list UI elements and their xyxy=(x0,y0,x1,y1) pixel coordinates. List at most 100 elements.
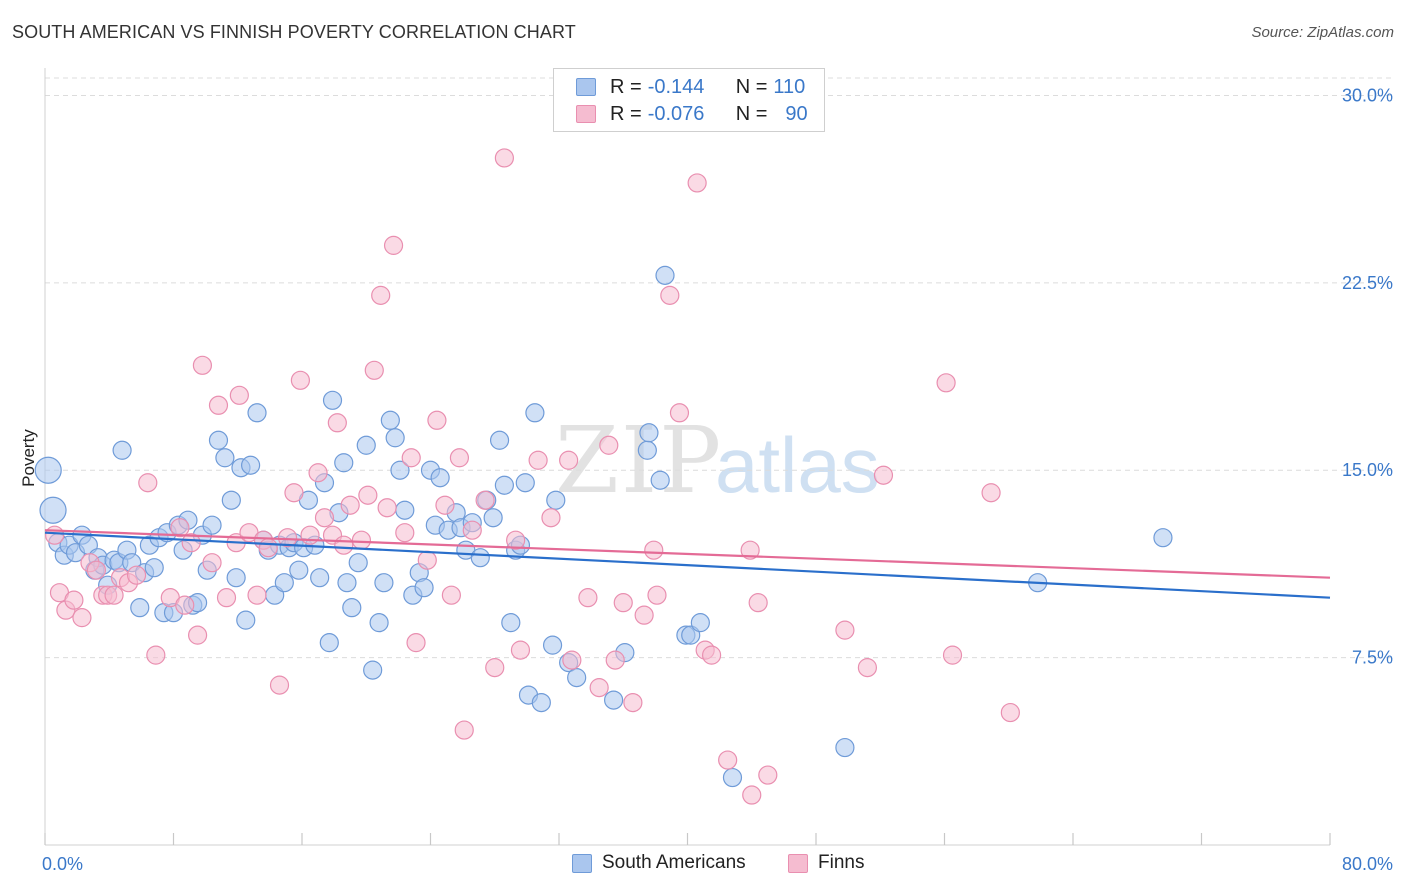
pink-data-point xyxy=(740,540,760,560)
pink-data-point xyxy=(104,585,124,605)
x-tick-label-max: 80.0% xyxy=(1342,854,1393,874)
pink-data-point xyxy=(383,235,404,255)
pink-data-point xyxy=(351,530,372,550)
pink-data-point xyxy=(669,403,690,423)
pink-data-point xyxy=(170,518,190,538)
pink-data-point xyxy=(441,585,461,605)
grid-lines xyxy=(45,77,1393,659)
pink-data-point xyxy=(371,285,391,305)
pink-data-point xyxy=(202,553,222,573)
blue-data-point xyxy=(247,403,267,423)
blue-data-point xyxy=(655,265,675,285)
legend-item-label: Finns xyxy=(818,852,865,873)
blue-data-point xyxy=(39,496,67,524)
pink-data-point xyxy=(857,658,878,678)
pink-data-point xyxy=(873,465,894,485)
y-tick-labels: 7.5% 15.0% 22.5% 30.0% xyxy=(1342,85,1393,667)
pink-data-point xyxy=(175,595,195,615)
pink-data-point xyxy=(300,525,320,545)
pink-data-point xyxy=(284,483,304,503)
pink-data-point xyxy=(462,520,482,540)
blue-data-point xyxy=(385,428,405,448)
pink-data-point xyxy=(701,645,722,665)
blue-data-point xyxy=(489,430,510,450)
blue-trend-line xyxy=(44,531,1331,599)
pink-data-point xyxy=(528,450,548,470)
blue-data-point xyxy=(515,473,535,493)
pink-data-point xyxy=(290,370,310,390)
y-axis-label: Poverty xyxy=(19,429,38,487)
pink-data-point xyxy=(364,360,384,380)
pink-square-icon xyxy=(788,853,808,873)
pink-data-point xyxy=(510,640,531,660)
pink-data-point xyxy=(623,692,643,713)
pink-data-point xyxy=(981,483,1001,503)
blue-data-point xyxy=(221,490,241,510)
pink-data-point xyxy=(192,355,213,375)
legend-r-value: -0.144 xyxy=(647,75,705,98)
pink-data-point xyxy=(126,565,147,585)
blue-data-point xyxy=(369,613,389,633)
x-ticks xyxy=(44,833,1331,845)
blue-data-point xyxy=(289,560,309,580)
pink-data-point xyxy=(45,525,65,545)
blue-data-point xyxy=(470,548,490,568)
blue-data-point xyxy=(1153,528,1173,548)
blue-data-point xyxy=(637,440,657,460)
pink-data-point xyxy=(644,540,664,560)
blue-data-point xyxy=(363,660,383,680)
blue-data-point xyxy=(241,455,261,475)
pink-data-point xyxy=(72,608,92,628)
pink-data-point xyxy=(406,633,426,653)
blue-data-point xyxy=(380,410,400,430)
y-tick-label: 7.5% xyxy=(1352,648,1393,668)
pink-data-point xyxy=(187,625,208,645)
blue-data-point xyxy=(236,610,256,630)
pink-data-point xyxy=(942,645,963,665)
chart-source: Source: ZipAtlas.com xyxy=(1251,24,1394,41)
y-tick-label: 22.5% xyxy=(1342,273,1393,293)
legend-row-south-americans: R = -0.144 N = 110 xyxy=(576,74,805,100)
blue-data-point xyxy=(546,490,566,510)
legend-n-value: 90 xyxy=(785,102,808,125)
blue-data-point xyxy=(390,460,410,480)
pink-data-point xyxy=(936,373,956,393)
blue-data-point xyxy=(130,598,150,618)
pink-data-point xyxy=(258,538,278,558)
x-tick-labels: 0.0% 80.0% xyxy=(42,854,1393,874)
pink-data-point xyxy=(181,533,201,553)
blue-data-point xyxy=(34,456,62,484)
legend-item-finns[interactable]: Finns xyxy=(788,852,864,874)
pink-data-point xyxy=(308,463,328,483)
legend-n-label: N = xyxy=(735,102,768,125)
legend-item-south-americans[interactable]: South Americans xyxy=(572,852,746,874)
pink-data-point xyxy=(327,413,347,433)
watermark-zip: ZIP xyxy=(555,407,723,514)
blue-data-point xyxy=(567,668,587,688)
blue-data-point xyxy=(319,633,339,653)
watermark-atlas: atlas xyxy=(715,421,880,509)
pink-data-point xyxy=(475,490,495,510)
blue-data-point xyxy=(322,390,343,410)
blue-data-point xyxy=(348,553,368,573)
pink-data-point xyxy=(401,448,421,468)
blue-data-point xyxy=(690,613,710,633)
pink-data-point xyxy=(377,498,397,518)
pink-data-point xyxy=(269,675,290,695)
pink-data-point xyxy=(506,530,526,550)
blue-data-point xyxy=(374,573,394,593)
blue-data-point xyxy=(542,635,563,655)
legend-r-label: R = xyxy=(610,102,642,125)
legend-n-label: N = xyxy=(735,75,768,98)
blue-data-point xyxy=(274,573,294,593)
pink-data-point xyxy=(64,590,84,610)
pink-data-point xyxy=(742,785,762,805)
blue-data-point xyxy=(202,515,222,535)
pink-data-point xyxy=(748,593,768,613)
y-tick-label: 30.0% xyxy=(1342,85,1393,105)
pink-data-point xyxy=(334,535,354,555)
pink-data-point xyxy=(660,285,680,305)
pink-data-point xyxy=(358,485,378,505)
pink-data-point xyxy=(454,720,474,740)
